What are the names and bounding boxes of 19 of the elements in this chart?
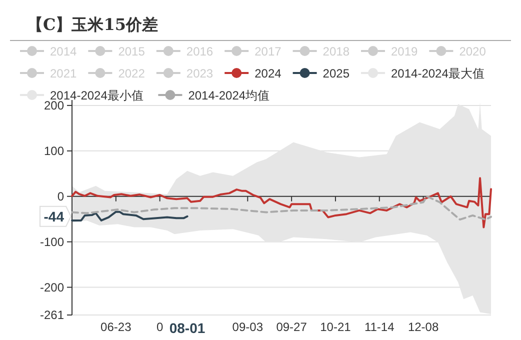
x-tick-label: 09-27	[276, 320, 308, 334]
legend-label: 2024	[254, 66, 282, 80]
y-tick-label: 0	[57, 189, 64, 204]
text: -44	[44, 208, 64, 224]
x-tick-label: 11-14	[364, 320, 395, 334]
y-tick-label: -200	[40, 280, 64, 294]
legend-label: 2014-2024最大值	[391, 66, 484, 80]
y-tick-label: 100	[44, 144, 64, 158]
x-tick-label: 09-03	[232, 320, 264, 334]
x-tick-label: 0	[156, 320, 164, 334]
chart-title: 【C】玉米15价差	[27, 15, 158, 34]
x-tick-label: 10-21	[320, 320, 352, 334]
y-tick-label: -100	[40, 234, 64, 249]
y-tick-label: -261	[40, 308, 64, 322]
x-tick-label: 12-08	[408, 320, 439, 334]
x-tick-label: 06-23	[100, 320, 132, 334]
legend-label: 2014-2024均值	[188, 88, 270, 102]
legend-label: 2025	[322, 66, 350, 80]
text: 08-01	[169, 320, 206, 336]
